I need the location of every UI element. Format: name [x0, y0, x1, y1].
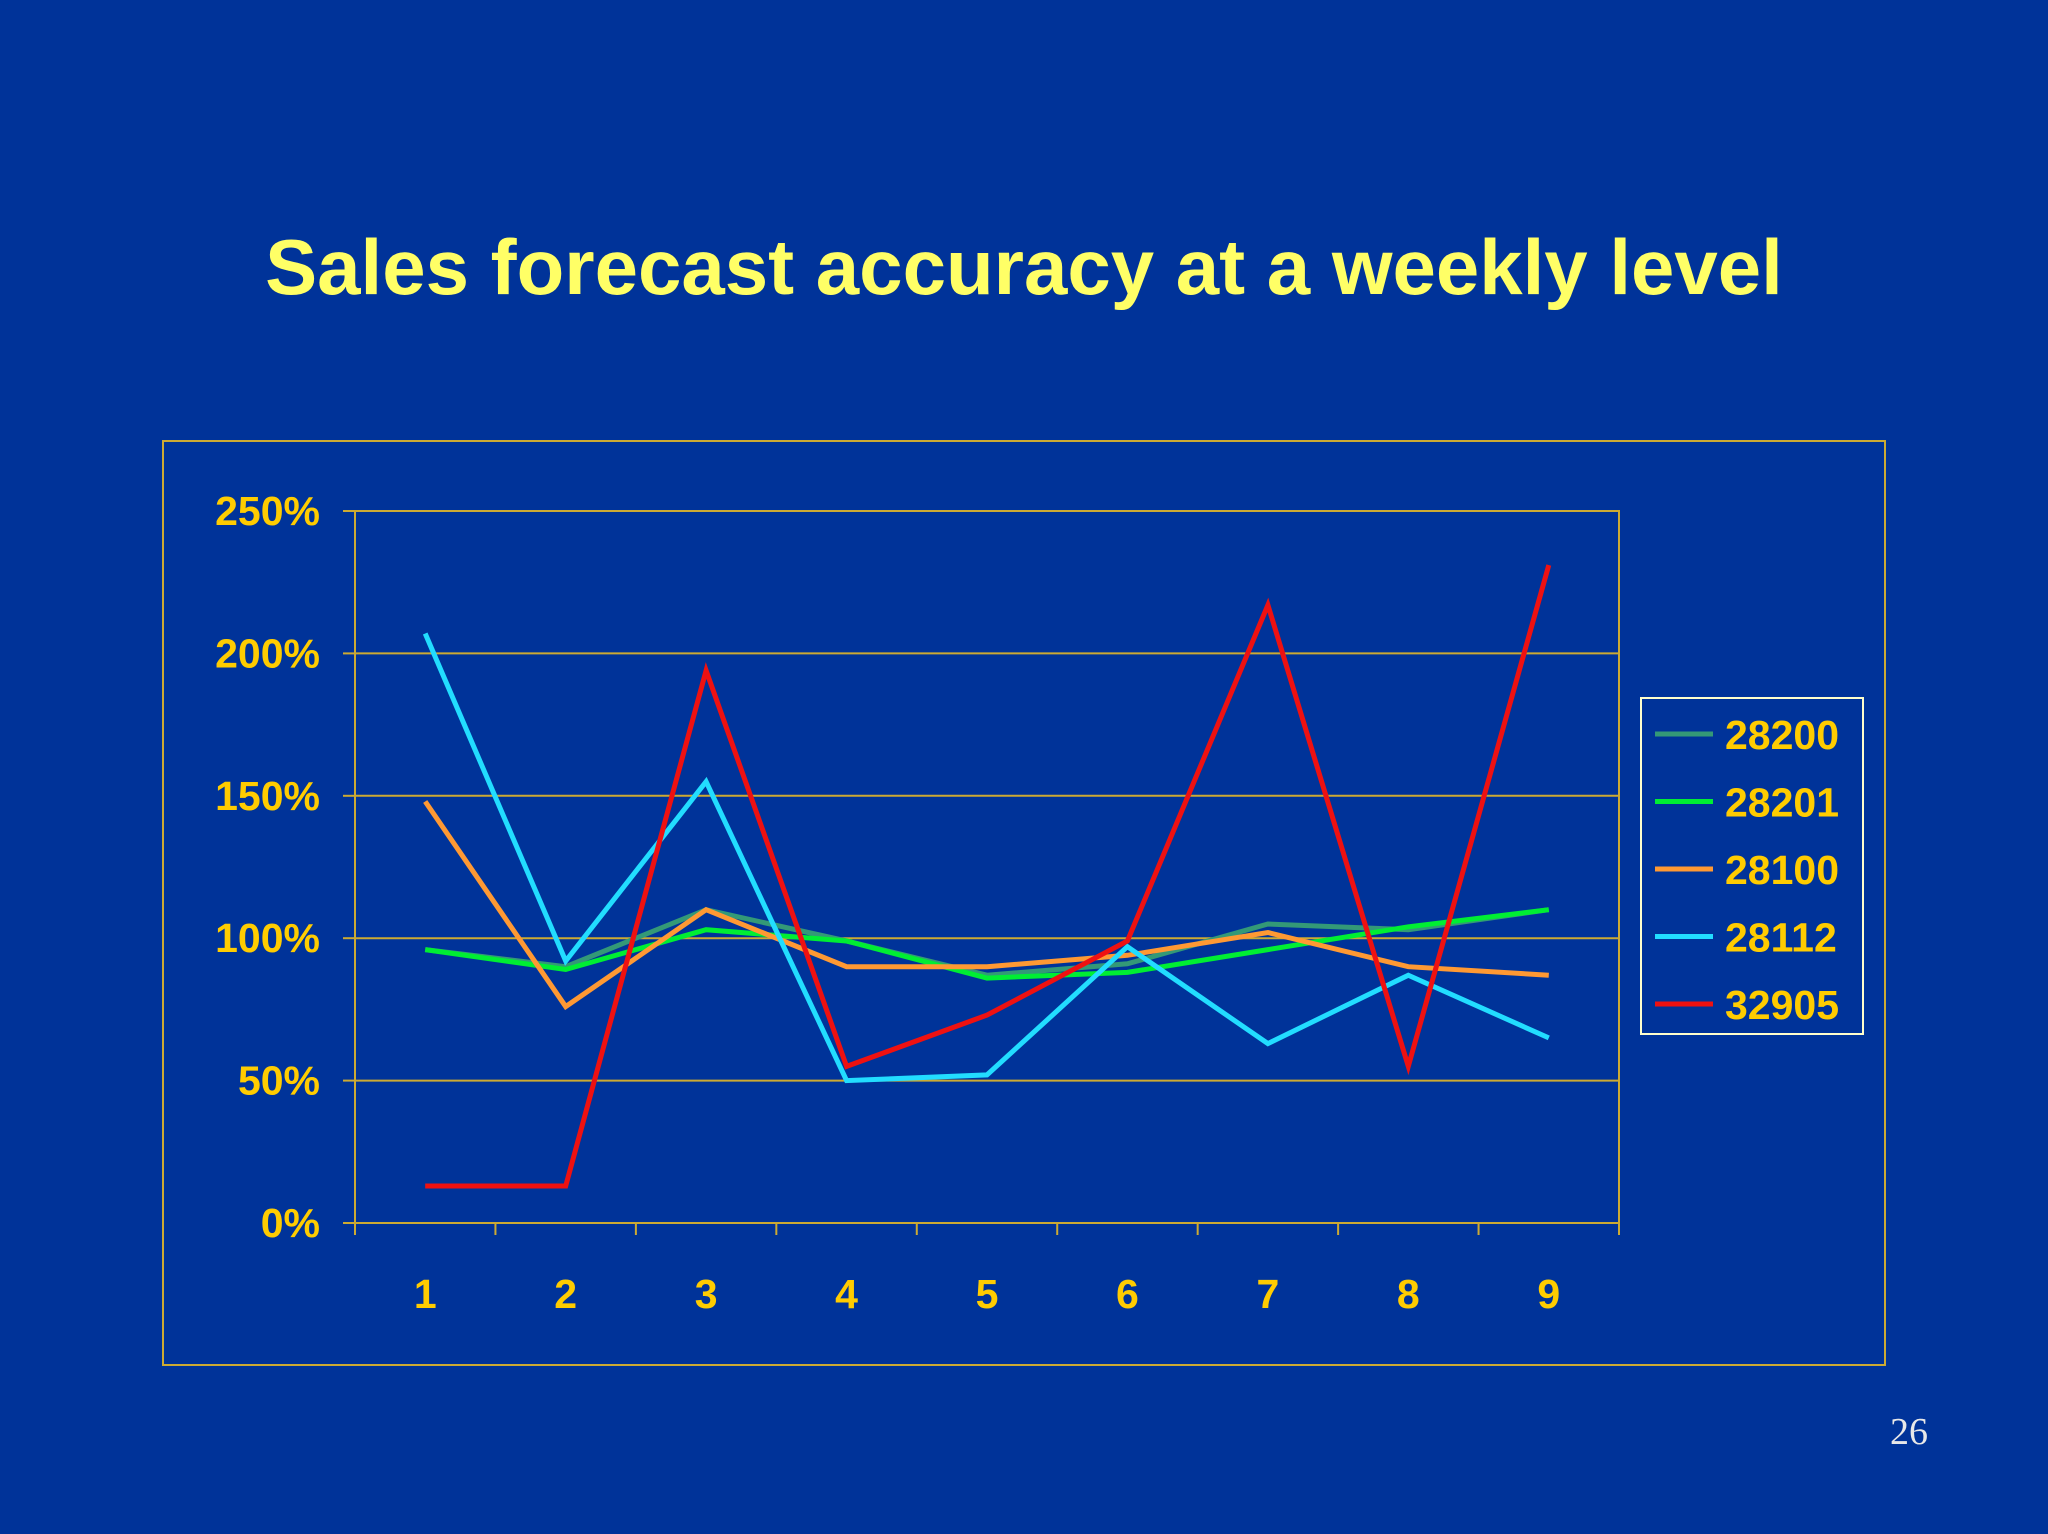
legend-label: 28201	[1725, 780, 1839, 826]
y-tick-label: 100%	[215, 915, 320, 961]
y-tick-label: 250%	[215, 488, 320, 534]
series-line-28201	[424, 907, 1550, 981]
x-tick-label: 7	[1256, 1271, 1279, 1317]
series-line-28200	[424, 907, 1550, 978]
x-tick-label: 9	[1537, 1271, 1560, 1317]
series-line-32905	[425, 564, 1552, 1189]
y-tick-label: 150%	[215, 773, 320, 819]
chart-frame	[162, 440, 1886, 1366]
y-tick-label: 50%	[238, 1058, 320, 1104]
slide-title: Sales forecast accuracy at a weekly leve…	[265, 223, 1783, 311]
plot-border	[354, 510, 1620, 1224]
y-tick-label: 0%	[261, 1200, 320, 1246]
x-tick-label: 4	[835, 1271, 858, 1317]
plot-area: 0% 50% 100% 150% 200% 250% 1 2 3 4 5 6 7 8 9	[215, 488, 1620, 1317]
legend-label: 32905	[1725, 982, 1839, 1028]
legend-border	[1640, 697, 1864, 1035]
legend-label: 28112	[1725, 915, 1837, 961]
y-tick-label: 200%	[215, 630, 320, 676]
x-tick-label: 8	[1397, 1271, 1420, 1317]
series-line-28100	[423, 800, 1549, 1011]
x-tick-label: 2	[554, 1271, 577, 1317]
x-tick-label: 3	[695, 1271, 718, 1317]
legend-label: 28200	[1725, 712, 1839, 758]
x-tick-label: 5	[976, 1271, 999, 1317]
x-tick-label: 6	[1116, 1271, 1139, 1317]
legend-label: 28100	[1725, 847, 1839, 893]
page-number: 26	[1890, 1411, 1928, 1453]
legend: 28200 28201 28100 28112 32905	[1640, 697, 1864, 1035]
series-line-28112	[422, 632, 1550, 1084]
x-tick-label: 1	[414, 1271, 437, 1317]
